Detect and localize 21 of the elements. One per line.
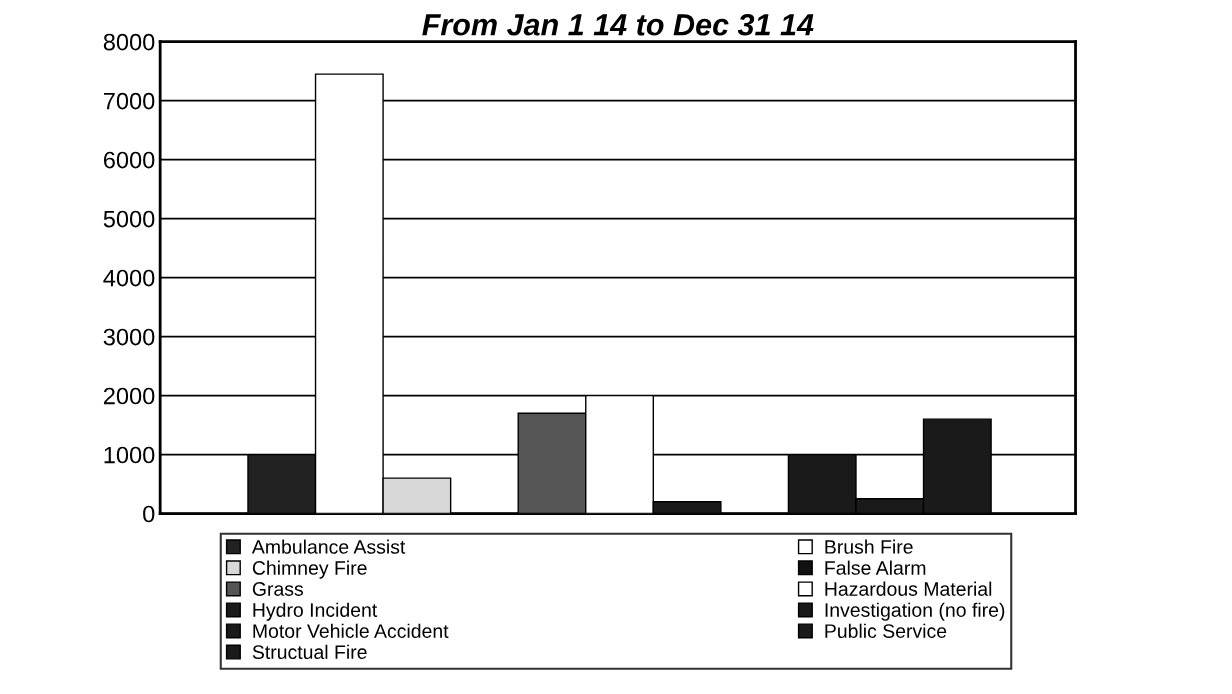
y-tick-label: 5000 — [103, 210, 155, 228]
chart-title: From Jan 1 14 to Dec 31 14 — [422, 13, 814, 36]
legend-label: Motor Vehicle Accident — [253, 623, 449, 638]
legend-label: Structual Fire — [252, 644, 367, 660]
legend-label: Ambulance Assist — [251, 539, 406, 554]
legend-label: Public Service — [825, 623, 947, 638]
y-tick-label: 3000 — [103, 328, 155, 346]
legend-label: False Alarm — [825, 560, 926, 575]
legend-label: Investigation (no fire) — [825, 602, 1005, 621]
y-tick-label: 0 — [143, 505, 155, 523]
y-tick-label: 7000 — [103, 92, 155, 110]
y-tick-label: 6000 — [103, 151, 155, 169]
legend-label: Brush Fire — [825, 539, 913, 554]
legend-label: Chimney Fire — [252, 560, 367, 579]
y-tick-label: 1000 — [104, 446, 155, 464]
legend-label: Hazardous Material — [825, 581, 992, 596]
y-tick-label: 8000 — [103, 33, 155, 51]
legend-label: Hydro Incident — [253, 602, 378, 621]
y-tick-label: 2000 — [103, 387, 155, 405]
legend-label: Grass — [252, 582, 304, 596]
y-tick-label: 4000 — [103, 269, 155, 287]
